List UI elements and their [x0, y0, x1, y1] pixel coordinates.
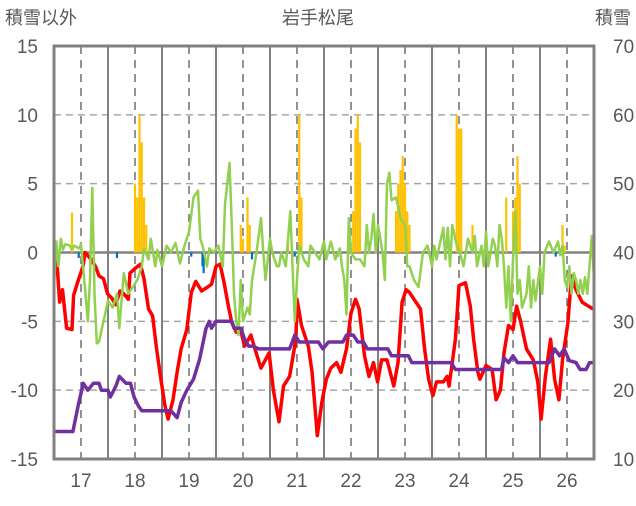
x-tick-label: 23 — [394, 471, 415, 492]
y2-tick-label: 30 — [613, 312, 634, 333]
orange-bar — [518, 183, 521, 253]
orange-bar — [460, 128, 463, 253]
blue-bar — [554, 252, 557, 257]
blue-bar — [201, 252, 204, 267]
orange-bar — [408, 224, 411, 253]
blue-bar — [77, 252, 80, 259]
orange-bar — [561, 224, 564, 253]
y2-tick-label: 40 — [613, 244, 634, 265]
blue-bar — [190, 252, 193, 257]
lines — [52, 161, 596, 438]
orange-bar — [246, 197, 249, 253]
orange-bar — [358, 142, 362, 253]
x-tick-label: 24 — [448, 471, 470, 492]
orange-bar — [511, 211, 515, 253]
blue-bar — [202, 252, 205, 274]
plot-frame — [52, 44, 596, 461]
orange-bar — [142, 197, 146, 253]
orange-bar — [352, 211, 355, 253]
orange-bar — [248, 224, 251, 253]
x-tick-label: 26 — [556, 471, 577, 492]
orange-bar — [298, 114, 301, 253]
bars — [70, 114, 566, 274]
y-tick-label: 10 — [17, 106, 38, 127]
green-series-line — [52, 161, 596, 345]
x-tick-label: 21 — [286, 471, 307, 492]
orange-bar — [399, 169, 402, 253]
orange-bar — [140, 142, 143, 253]
orange-bar — [133, 183, 137, 253]
y-tick-label: -15 — [11, 450, 38, 471]
x-tick-label: 20 — [232, 471, 253, 492]
orange-bar — [70, 212, 74, 253]
orange-bar — [239, 224, 242, 253]
orange-bar — [455, 114, 458, 253]
y-tick-label: -5 — [21, 312, 38, 333]
blue-bar — [115, 252, 119, 259]
orange-bar — [457, 128, 461, 253]
purple-series-line — [54, 319, 594, 434]
orange-bar — [300, 197, 303, 253]
y2-tick-label: 50 — [613, 175, 634, 196]
orange-bar — [505, 197, 508, 253]
orange-bar — [401, 156, 404, 253]
y-axis-label-left: 積雪以外 — [5, 8, 77, 28]
orange-bar — [145, 224, 148, 253]
orange-bar — [241, 238, 245, 253]
blue-bar — [250, 252, 254, 260]
x-tick-label: 22 — [340, 471, 361, 492]
orange-bar — [356, 114, 359, 253]
blue-bar — [293, 252, 296, 257]
orange-bar — [406, 211, 409, 253]
x-tick-label: 19 — [178, 471, 199, 492]
orange-bar — [138, 114, 141, 253]
red-series-line — [54, 250, 594, 438]
chart-title: 岩手松尾 — [282, 8, 354, 28]
orange-bar — [394, 211, 398, 253]
y2-tick-label: 60 — [613, 106, 634, 127]
y2-tick-label: 70 — [613, 37, 634, 58]
y-axis-label-right: 積雪 — [595, 8, 631, 28]
orange-bar — [516, 156, 519, 253]
y2-tick-label: 20 — [613, 381, 634, 402]
x-tick-label: 17 — [70, 471, 91, 492]
x-tick-label: 25 — [502, 471, 523, 492]
y-tick-label: 15 — [17, 37, 38, 58]
y-tick-label: 0 — [27, 244, 38, 265]
orange-bar — [354, 128, 357, 253]
y2-tick-label: 10 — [613, 450, 634, 471]
orange-bar — [563, 245, 566, 253]
y-tick-label: 5 — [27, 175, 38, 196]
orange-bar — [397, 183, 400, 253]
y-tick-label: -10 — [11, 381, 38, 402]
orange-bar — [471, 224, 474, 253]
x-tick-label: 18 — [124, 471, 145, 492]
orange-bar — [136, 197, 139, 253]
orange-bar — [403, 183, 407, 253]
